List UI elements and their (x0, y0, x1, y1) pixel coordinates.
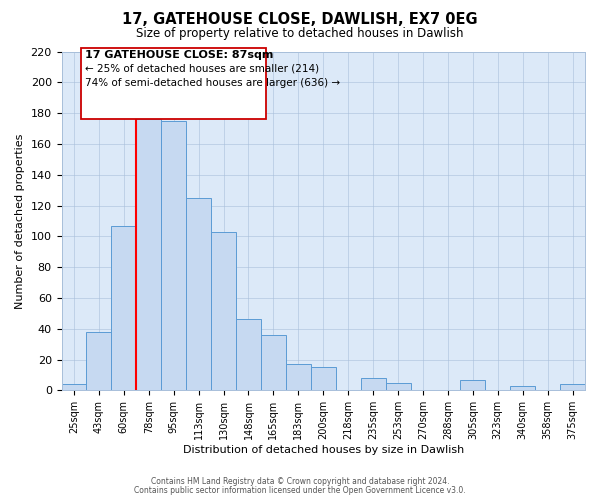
Text: 17 GATEHOUSE CLOSE: 87sqm: 17 GATEHOUSE CLOSE: 87sqm (85, 50, 274, 60)
Bar (236, 320, 261, 390)
Text: Contains public sector information licensed under the Open Government Licence v3: Contains public sector information licen… (134, 486, 466, 495)
X-axis label: Distribution of detached houses by size in Dawlish: Distribution of detached houses by size … (182, 445, 464, 455)
Text: 17, GATEHOUSE CLOSE, DAWLISH, EX7 0EG: 17, GATEHOUSE CLOSE, DAWLISH, EX7 0EG (122, 12, 478, 28)
Bar (186, 198, 211, 390)
Bar (286, 364, 311, 390)
Bar (361, 378, 386, 390)
Bar (460, 380, 485, 390)
Y-axis label: Number of detached properties: Number of detached properties (15, 133, 25, 308)
FancyBboxPatch shape (82, 48, 266, 120)
Bar (510, 386, 535, 390)
Bar (112, 226, 136, 390)
Text: 74% of semi-detached houses are larger (636) →: 74% of semi-detached houses are larger (… (85, 78, 340, 88)
Bar (311, 367, 336, 390)
Bar (136, 120, 161, 390)
Text: ← 25% of detached houses are smaller (214): ← 25% of detached houses are smaller (21… (85, 64, 319, 74)
Text: Contains HM Land Registry data © Crown copyright and database right 2024.: Contains HM Land Registry data © Crown c… (151, 477, 449, 486)
Bar (86, 332, 112, 390)
Bar (261, 335, 286, 390)
Bar (560, 384, 585, 390)
Bar (211, 232, 236, 390)
Bar (386, 382, 410, 390)
Text: Size of property relative to detached houses in Dawlish: Size of property relative to detached ho… (136, 28, 464, 40)
Bar (62, 384, 86, 390)
Bar (161, 121, 186, 390)
